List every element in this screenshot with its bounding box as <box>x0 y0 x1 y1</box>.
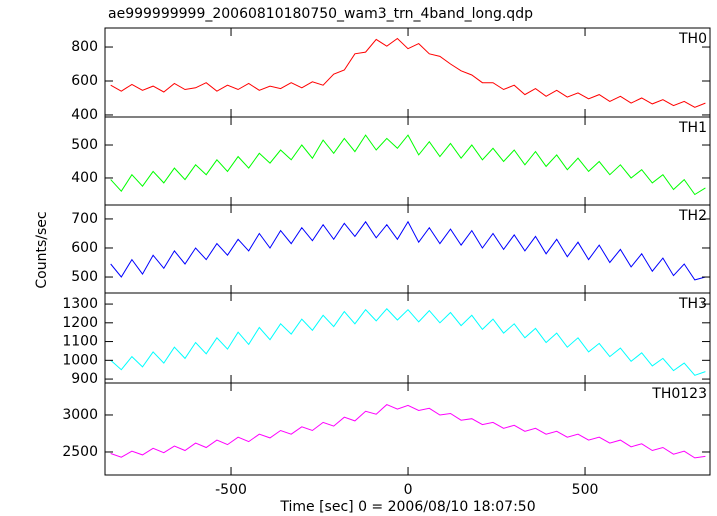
data-line <box>110 308 706 376</box>
chart-title: ae999999999_20060810180750_wam3_trn_4ban… <box>108 6 533 22</box>
y-tick-label: 1000 <box>62 352 98 368</box>
x-tick-label: -500 <box>215 482 247 498</box>
y-tick-label: 900 <box>71 371 98 387</box>
y-tick-label: 3000 <box>62 407 98 423</box>
y-tick-label: 700 <box>71 211 98 227</box>
panel-label: TH2 <box>678 208 707 224</box>
data-line <box>110 404 706 459</box>
y-tick-label: 600 <box>71 73 98 89</box>
y-tick-label: 1100 <box>62 334 98 350</box>
panel-label: TH1 <box>678 120 707 136</box>
panel-frame <box>104 382 711 476</box>
x-axis-label: Time [sec] 0 = 2006/08/10 18:07:50 <box>279 499 535 515</box>
x-tick-label: 500 <box>572 482 599 498</box>
y-tick-label: 500 <box>71 137 98 153</box>
y-tick-label: 500 <box>71 269 98 285</box>
y-tick-label: 800 <box>71 39 98 55</box>
panel-label: TH0 <box>678 31 707 47</box>
panel-frame <box>104 116 711 206</box>
y-tick-label: 400 <box>71 170 98 186</box>
y-tick-label: 1200 <box>62 315 98 331</box>
panel-frame <box>104 292 711 384</box>
y-tick-label: 400 <box>71 107 98 123</box>
y-axis-label: Counts/sec <box>34 211 50 288</box>
y-tick-label: 1300 <box>62 296 98 312</box>
data-line <box>110 220 706 281</box>
data-line <box>110 134 706 196</box>
panel-label: TH0123 <box>651 386 707 402</box>
data-line <box>110 37 706 108</box>
panel-label: TH3 <box>678 296 707 312</box>
y-tick-label: 600 <box>71 240 98 256</box>
x-tick-label: 0 <box>404 482 413 498</box>
panel-frame <box>104 204 711 294</box>
panel-frame <box>104 27 711 118</box>
y-tick-label: 2500 <box>62 444 98 460</box>
